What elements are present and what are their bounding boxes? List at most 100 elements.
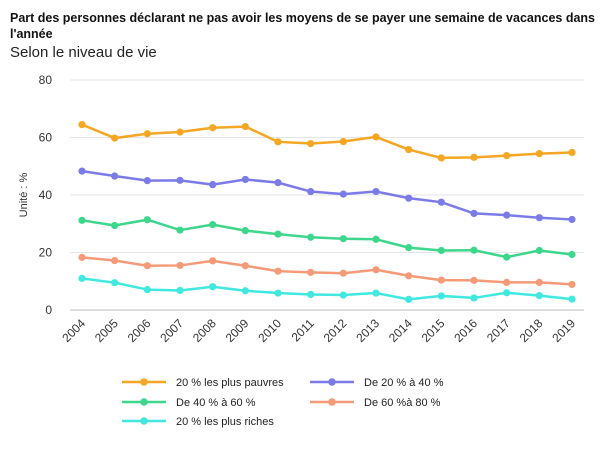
data-point [209,124,217,132]
chart-subtitle: Selon le niveau de vie [10,44,157,61]
data-point [405,244,413,252]
data-point [503,278,511,286]
data-point [111,172,119,180]
data-point [78,120,86,129]
legend-swatch-marker [140,398,148,406]
y-tick-label: 20 [39,246,53,260]
data-point [535,246,543,255]
legend-swatch-marker [140,417,148,425]
series-line-0 [81,123,573,160]
data-point [535,292,543,300]
data-point [241,227,249,235]
data-point [339,235,347,243]
legend-item-label: 20 % les plus pauvres [176,377,284,389]
y-tick-label: 0 [45,303,52,317]
data-point [437,198,445,206]
x-tick-label: 2005 [92,316,121,345]
data-point [503,152,511,160]
data-point [437,276,445,284]
x-tick-label: 2009 [223,316,252,345]
data-point [535,214,543,222]
x-tick-label: 2007 [157,316,186,345]
data-point [470,276,478,284]
data-point [176,261,184,270]
data-point [241,175,249,184]
data-point [274,289,282,297]
data-point [274,267,282,275]
series-line-2 [81,218,573,259]
data-point [111,134,119,142]
data-point [111,279,119,287]
x-tick-label: 2013 [353,316,382,345]
data-point [176,286,184,295]
legend-item-label: De 40 % à 60 % [176,397,256,409]
data-point [568,215,576,224]
data-point [535,278,543,286]
series-line-3 [81,256,573,286]
x-tick-label: 2011 [289,316,317,344]
data-point [503,253,511,261]
x-tick-label: 2004 [59,316,88,345]
data-point [339,269,347,277]
series-line-1 [81,169,573,221]
data-point [437,154,445,162]
x-tick-label: 2016 [451,316,480,345]
data-point [274,179,282,187]
legend-item-label: De 20 % à 40 % [364,377,444,389]
data-point [176,176,184,184]
data-point [241,287,249,295]
data-point [111,221,119,230]
data-point [372,266,380,274]
data-point [274,138,282,146]
data-point [176,226,184,234]
data-point [437,292,445,300]
data-point [470,294,478,302]
data-point [307,233,315,241]
data-point [78,253,86,261]
data-point [470,246,478,254]
x-tick-label: 2015 [419,316,448,345]
data-point [535,150,543,158]
data-point [405,194,413,202]
data-point [372,133,380,141]
y-tick-label: 40 [39,188,53,202]
data-point [568,148,576,157]
data-point [209,283,217,291]
data-point [209,221,217,229]
x-tick-label: 2010 [255,316,284,345]
y-tick-label: 60 [39,131,53,145]
x-tick-label: 2014 [386,316,415,345]
data-point [143,177,151,185]
data-point [503,211,511,219]
x-tick-label: 2017 [484,316,513,345]
legend-swatch-marker [328,378,336,386]
data-point [405,272,413,280]
data-point [111,256,119,265]
data-point [339,190,347,198]
x-tick-label: 2008 [190,316,219,345]
data-point [143,262,151,270]
data-point [209,257,217,265]
data-point [143,216,151,224]
legend-swatch-marker [328,398,336,406]
data-point [437,246,445,255]
data-point [307,187,315,196]
legend-item-label: 20 % les plus riches [176,416,274,428]
y-tick-label: 80 [39,73,53,87]
data-point [568,280,576,289]
data-point [143,130,151,138]
data-point [372,235,380,243]
data-point [339,137,347,146]
data-point [470,153,478,161]
data-point [307,139,315,148]
series-line-4 [81,277,573,301]
x-tick-label: 2006 [125,316,154,345]
data-point [372,187,380,196]
y-axis-label: Unité : % [18,172,30,217]
data-point [274,230,282,238]
data-point [176,128,184,136]
data-point [241,122,249,131]
data-point [307,290,315,299]
legend-item-label: De 60 %à 80 % [364,397,441,409]
x-tick-label: 2019 [549,316,578,345]
